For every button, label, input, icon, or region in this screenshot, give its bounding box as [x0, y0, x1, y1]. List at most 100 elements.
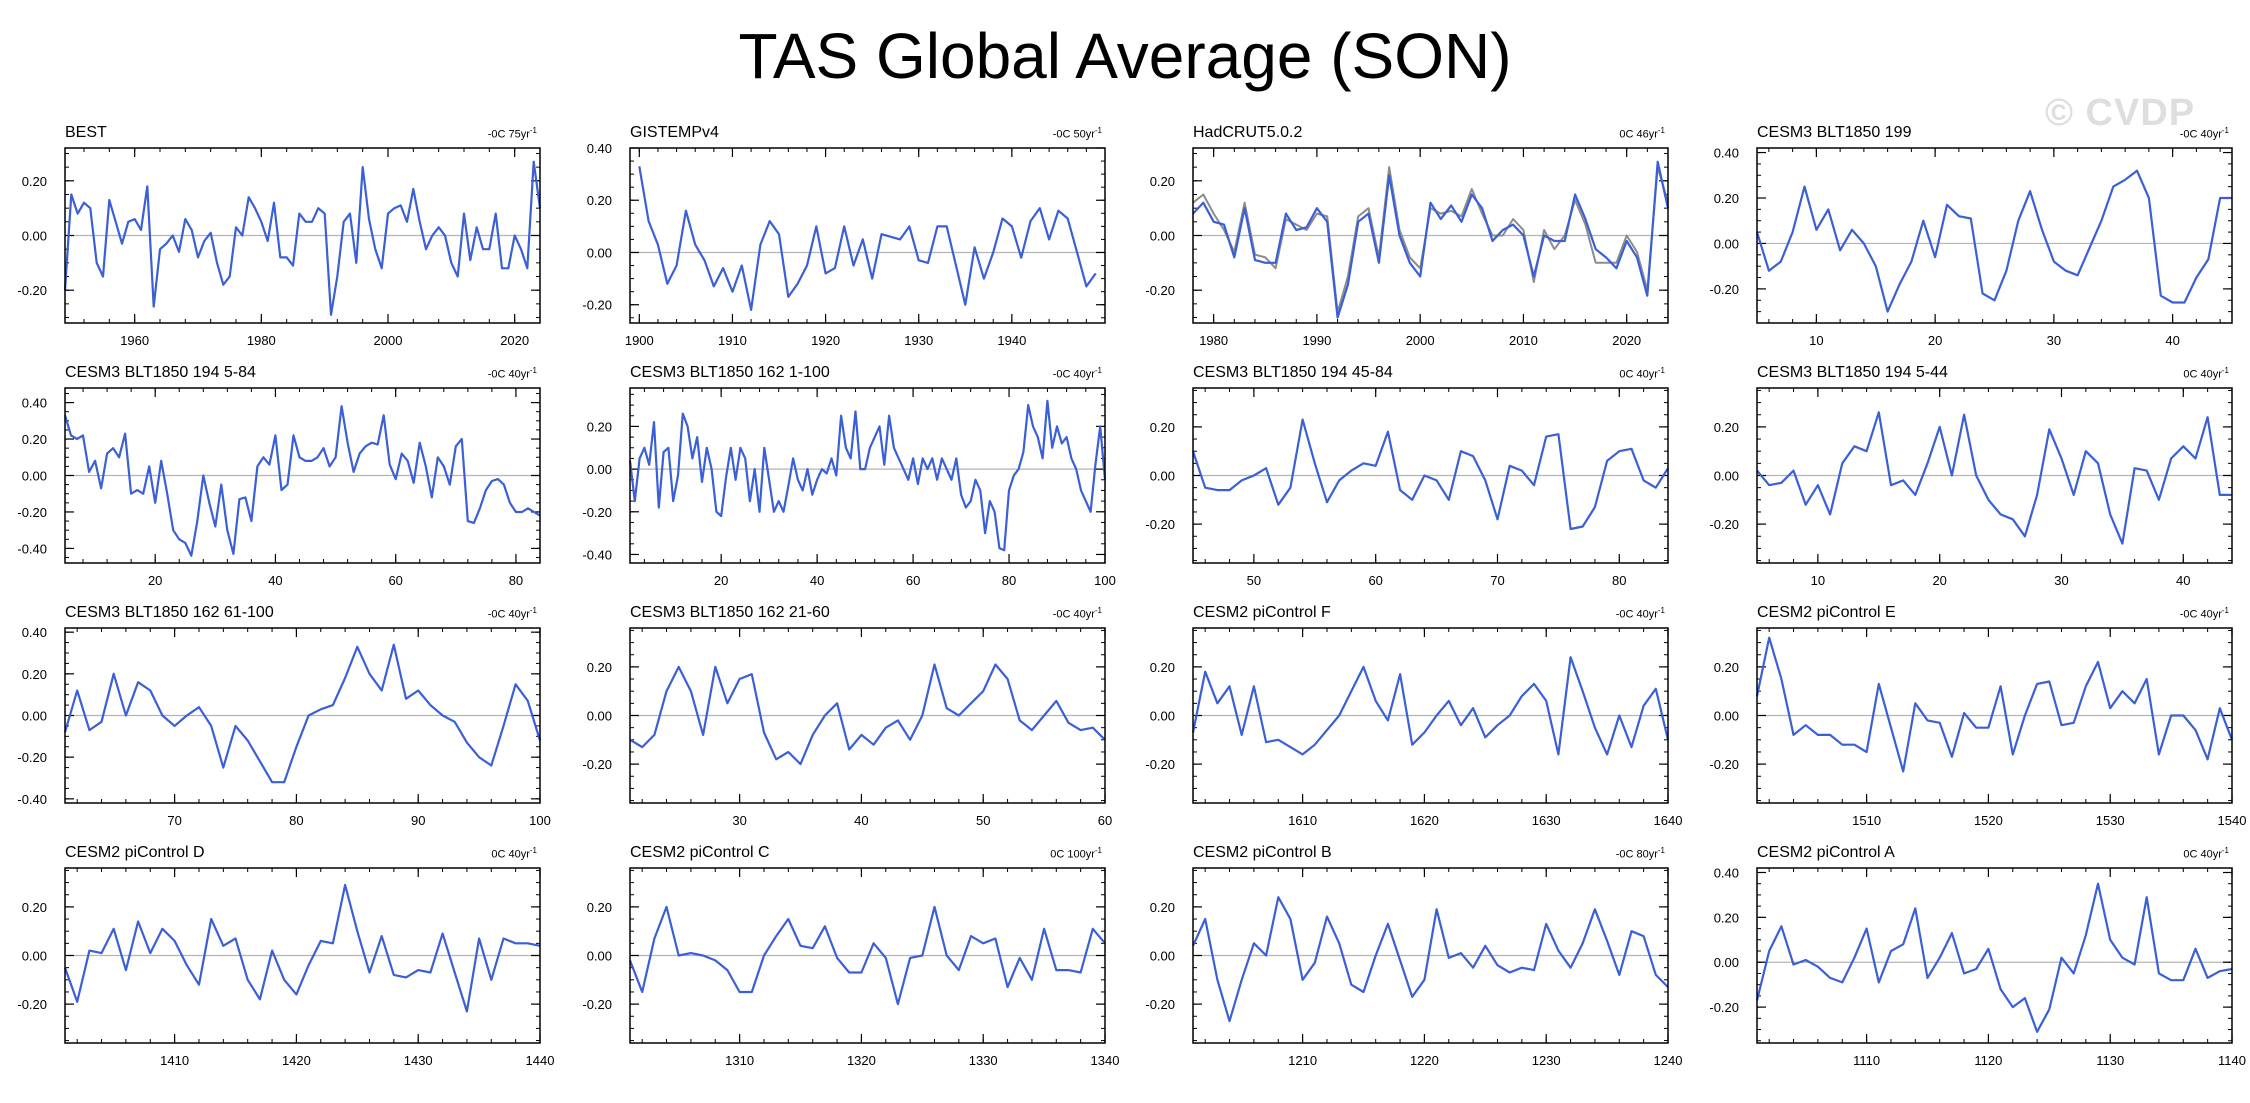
- y-tick-label: 0.00: [22, 229, 47, 244]
- y-tick-label: -0.20: [582, 997, 612, 1012]
- x-tick-label: 100: [529, 813, 551, 828]
- panel-plot: 1510 1520 1530 1540 -0.20 0.00 0.20: [1709, 627, 2246, 828]
- x-tick-label: 1140: [2218, 1053, 2246, 1068]
- x-tick-label: 80: [1002, 573, 1016, 588]
- x-tick-label: 1920: [811, 333, 840, 348]
- observation-line: [1192, 166, 1669, 314]
- plot-frame: [629, 867, 1106, 1044]
- x-tick-label: 1980: [247, 333, 276, 348]
- panel-plot: 1210 1220 1230 1240 -0.20 0.00 0.20: [1145, 867, 1683, 1068]
- panel-title: CESM3 BLT1850 162 1-100: [630, 364, 830, 381]
- x-tick-label: 2000: [1406, 333, 1435, 348]
- x-tick-label: 1210: [1288, 1053, 1317, 1068]
- panel-title: CESM2 piControl B: [1193, 844, 1332, 861]
- x-tick-label: 1410: [160, 1053, 189, 1068]
- panel-title: CESM3 BLT1850 194 5-84: [65, 364, 256, 381]
- x-tick-label: 1420: [282, 1053, 311, 1068]
- x-tick-label: 1320: [847, 1053, 876, 1068]
- plot-frame: [629, 147, 1106, 324]
- panel-plot: 50 60 70 80 -0.20 0.00 0.20: [1145, 387, 1669, 588]
- y-tick-label: 0.20: [22, 432, 47, 447]
- x-tick-label: 1630: [1532, 813, 1561, 828]
- x-tick-label: 1520: [1974, 813, 2003, 828]
- trend-label: -0C 40yr-1: [487, 366, 537, 381]
- panel-title: GISTEMPv4: [630, 124, 719, 141]
- chart-panel: CESM3 BLT1850 194 5-44 0C 40yr-1 10 20 30 40 -…: [1692, 358, 2250, 598]
- y-tick-label: -0.20: [1709, 1000, 1739, 1015]
- x-tick-label: 100: [1094, 573, 1116, 588]
- series-line: [1755, 169, 2232, 313]
- panel-title: CESM3 BLT1850 194 45-84: [1193, 364, 1393, 381]
- y-tick-label: 0.00: [1150, 229, 1175, 244]
- x-tick-label: 20: [714, 573, 728, 588]
- plot-frame: [629, 387, 1106, 564]
- y-tick-label: -0.20: [582, 505, 612, 520]
- x-tick-label: 1640: [1654, 813, 1683, 828]
- plot-frame: [1192, 867, 1669, 1044]
- plot-frame: [1756, 387, 2233, 564]
- y-tick-label: 0.40: [1714, 146, 1739, 161]
- plot-frame: [1756, 147, 2233, 324]
- x-tick-label: 20: [1928, 333, 1942, 348]
- x-tick-label: 80: [289, 813, 303, 828]
- x-tick-label: 30: [732, 813, 746, 828]
- panel-title: CESM2 piControl F: [1193, 604, 1331, 621]
- x-tick-label: 1340: [1091, 1053, 1120, 1068]
- trend-label: 0C 100yr-1: [1050, 846, 1102, 861]
- y-tick-label: -0.20: [1145, 283, 1175, 298]
- x-tick-label: 2000: [374, 333, 403, 348]
- panel-plot: 20 40 60 80 100 -0.40 -0.20 0.00 0.20: [582, 387, 1116, 588]
- y-tick-label: 0.40: [22, 396, 47, 411]
- y-tick-label: 0.00: [1714, 955, 1739, 970]
- y-tick-label: 0.00: [587, 709, 612, 724]
- x-tick-label: 1430: [404, 1053, 433, 1068]
- series-line: [628, 399, 1107, 552]
- plot-frame: [1192, 627, 1669, 804]
- panel-plot: 10 20 30 40 -0.20 0.00 0.20: [1709, 387, 2233, 588]
- chart-panel: CESM2 piControl D 0C 40yr-1 1410 1420 1430 14…: [0, 838, 565, 1078]
- x-tick-label: 1930: [904, 333, 933, 348]
- trend-label: -0C 40yr-1: [2179, 606, 2229, 621]
- trend-label: 0C 40yr-1: [2183, 846, 2229, 861]
- chart-panel: HadCRUT5.0.2 0C 46yr-1 1980 1990 2000 2010 202…: [1128, 118, 1693, 358]
- x-tick-label: 60: [906, 573, 920, 588]
- panel-title: CESM3 BLT1850 199: [1757, 124, 1912, 141]
- panel-plot: 1900 1910 1920 1930 1940 -0.20 0.00 0.20 0.40: [582, 141, 1106, 348]
- plot-frame: [1756, 627, 2233, 804]
- y-tick-label: 0.20: [1150, 174, 1175, 189]
- panel-plot: 1310 1320 1330 1340 -0.20 0.00 0.20: [582, 867, 1120, 1068]
- y-tick-label: -0.20: [17, 750, 47, 765]
- y-tick-label: -0.20: [17, 283, 47, 298]
- y-tick-label: 0.20: [22, 667, 47, 682]
- plot-frame: [1192, 387, 1669, 564]
- x-tick-label: 1220: [1410, 1053, 1439, 1068]
- panel-title: CESM2 piControl D: [65, 844, 205, 861]
- plot-frame: [629, 627, 1106, 804]
- x-tick-label: 50: [976, 813, 990, 828]
- x-tick-label: 1940: [997, 333, 1026, 348]
- x-tick-label: 1440: [526, 1053, 555, 1068]
- chart-panel: CESM3 BLT1850 162 21-60 -0C 40yr-1 30 40 50 6…: [565, 598, 1130, 838]
- series-line: [63, 405, 541, 557]
- panel-plot: 1610 1620 1630 1640 -0.20 0.00 0.20: [1145, 627, 1683, 828]
- trend-label: -0C 40yr-1: [1052, 606, 1102, 621]
- chart-panel: BEST -0C 75yr-1 1960 1980 2000 2020 -0.20 0.00 0…: [0, 118, 565, 358]
- panel-title: CESM3 BLT1850 162 21-60: [630, 604, 830, 621]
- trend-label: 0C 40yr-1: [1619, 366, 1665, 381]
- x-tick-label: 1240: [1654, 1053, 1683, 1068]
- chart-panel: CESM3 BLT1850 199 -0C 40yr-1 10 20 30 40 -0.20…: [1692, 118, 2250, 358]
- x-tick-label: 1230: [1532, 1053, 1561, 1068]
- x-tick-label: 30: [2054, 573, 2068, 588]
- y-tick-label: 0.20: [1714, 660, 1739, 675]
- plot-frame: [64, 387, 541, 564]
- series-line: [1192, 160, 1670, 319]
- x-tick-label: 1330: [969, 1053, 998, 1068]
- trend-label: -0C 75yr-1: [487, 126, 537, 141]
- y-tick-label: 0.20: [22, 174, 47, 189]
- panel-plot: 70 80 90 100 -0.40 -0.20 0.00 0.20 0.40: [17, 625, 551, 828]
- series-line: [63, 643, 542, 784]
- x-tick-label: 1510: [1852, 813, 1881, 828]
- y-tick-label: -0.20: [17, 997, 47, 1012]
- y-tick-label: 0.20: [1150, 420, 1175, 435]
- x-tick-label: 2020: [1612, 333, 1641, 348]
